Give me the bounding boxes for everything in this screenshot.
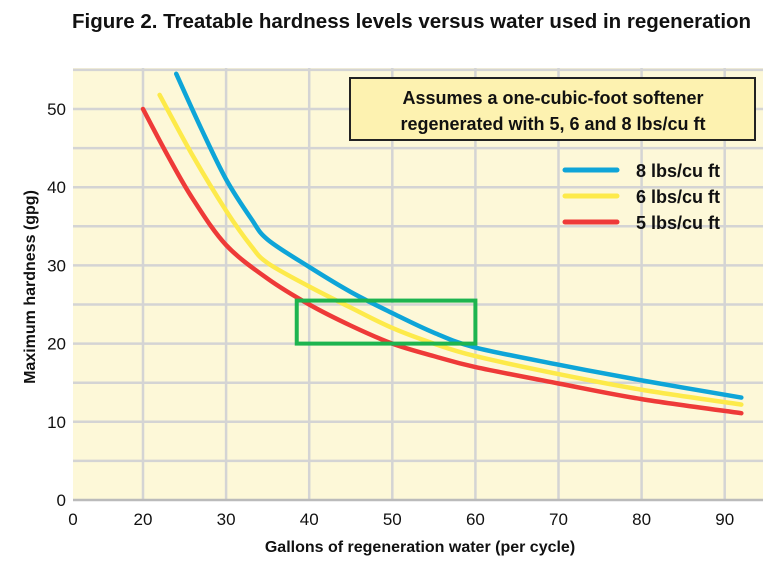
y-tick-label: 10 (47, 413, 66, 432)
legend-label: 6 lbs/cu ft (636, 187, 720, 207)
annotation-line-1: Assumes a one-cubic-foot softener (402, 88, 703, 108)
legend: 8 lbs/cu ft 6 lbs/cu ft 5 lbs/cu ft (562, 161, 720, 233)
series-line-6-lbs (157, 92, 744, 407)
annotation-line-2: regenerated with 5, 6 and 8 lbs/cu ft (400, 114, 705, 134)
legend-label: 8 lbs/cu ft (636, 161, 720, 181)
x-tick-label: 70 (549, 510, 568, 529)
x-tick-labels: 0 20 30 40 50 60 70 80 90 (68, 510, 734, 529)
y-tick-label: 30 (47, 256, 66, 275)
y-tick-label: 40 (47, 178, 66, 197)
x-axis-label: Gallons of regeneration water (per cycle… (265, 539, 575, 556)
y-tick-labels: 0 10 20 30 40 50 (47, 100, 66, 510)
chart-title: Figure 2. Treatable hardness levels vers… (72, 10, 752, 33)
x-tick-label: 60 (466, 510, 485, 529)
y-tick-label: 0 (57, 491, 66, 510)
x-tick-label: 40 (300, 510, 319, 529)
annotation-box (349, 77, 756, 141)
highlight-box (294, 298, 478, 346)
x-tick-label: 0 (68, 510, 77, 529)
y-tick-label: 20 (47, 335, 66, 354)
y-axis-label: Maximum hardness (gpg) (22, 190, 39, 384)
x-tick-label: 90 (715, 510, 734, 529)
x-tick-label: 80 (632, 510, 651, 529)
x-tick-label: 30 (217, 510, 236, 529)
x-tick-label: 20 (134, 510, 153, 529)
y-tick-label: 50 (47, 100, 66, 119)
legend-label: 5 lbs/cu ft (636, 213, 720, 233)
series-line-5-lbs (140, 106, 744, 416)
x-tick-label: 50 (383, 510, 402, 529)
